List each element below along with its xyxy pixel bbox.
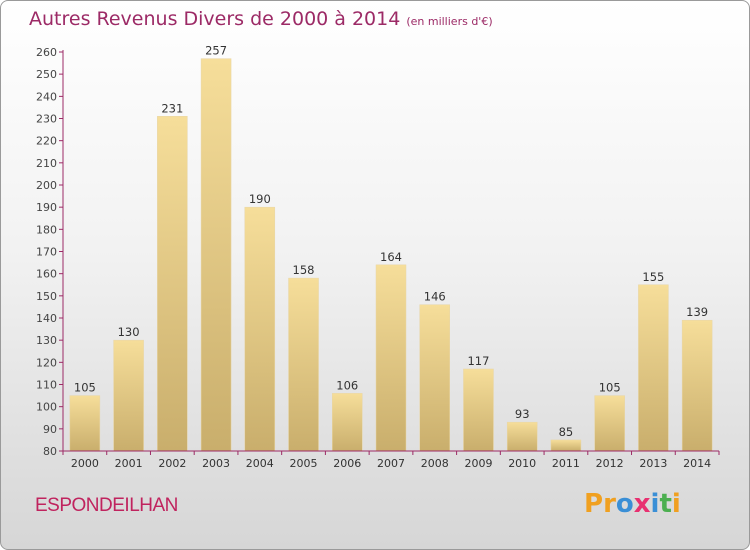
chart-title: Autres Revenus Divers de 2000 à 2014 (en … — [29, 8, 493, 30]
x-tick-label-2013: 2013 — [639, 457, 667, 470]
bars — [69, 58, 713, 452]
bar-2002 — [157, 116, 188, 452]
data-label-2011: 85 — [559, 425, 574, 439]
y-tick-label: 140 — [36, 312, 57, 325]
y-axis: 80 90 100 110 120 130 140 150 160 170 180 190 200 210… — [36, 46, 64, 458]
y-tick-label: 180 — [36, 223, 57, 236]
bar-2013 — [638, 284, 669, 452]
bar-2009 — [463, 368, 494, 452]
y-tick-label: 100 — [36, 401, 57, 414]
data-label-2003: 257 — [205, 44, 227, 58]
bar-2011 — [550, 439, 582, 452]
data-label-2004: 190 — [249, 192, 271, 206]
chart-subtitle: (en milliers d'€) — [406, 15, 493, 28]
x-tick-label-2008: 2008 — [421, 457, 449, 470]
bar-2000 — [69, 395, 101, 452]
logo-letter: x — [633, 489, 651, 519]
logo-letter: i — [671, 489, 681, 519]
data-label-2009: 117 — [467, 354, 489, 368]
y-tick-label: 230 — [36, 113, 57, 126]
data-label-2010: 93 — [515, 407, 530, 421]
x-tick-label-2004: 2004 — [246, 457, 274, 470]
y-tick-label: 240 — [36, 90, 57, 103]
data-label-2000: 105 — [74, 381, 96, 395]
y-tick-label: 190 — [36, 201, 57, 214]
x-tick-label-2009: 2009 — [464, 457, 492, 470]
y-tick-label: 170 — [36, 246, 57, 259]
y-tick-label: 260 — [36, 46, 57, 59]
y-tick-label: 80 — [43, 445, 57, 458]
y-tick-label: 220 — [36, 135, 57, 148]
x-tick-label-2002: 2002 — [158, 457, 186, 470]
data-label-2007: 164 — [380, 250, 402, 264]
y-tick-label: 120 — [36, 356, 57, 369]
x-tick-label-2000: 2000 — [71, 457, 99, 470]
bar-2014 — [681, 319, 713, 452]
logo-letter: i — [650, 489, 660, 519]
place-name: ESPONDEILHAN — [35, 495, 178, 516]
x-tick-label-2011: 2011 — [552, 457, 580, 470]
y-tick-label: 250 — [36, 68, 57, 81]
bar-2010 — [506, 421, 538, 452]
bar-2003 — [200, 58, 232, 452]
x-tick-label-2014: 2014 — [683, 457, 711, 470]
x-tick-label-2003: 2003 — [202, 457, 230, 470]
proxiti-logo[interactable]: Proxiti — [584, 489, 681, 519]
data-label-2001: 130 — [118, 325, 140, 339]
data-label-2008: 146 — [424, 290, 446, 304]
bar-2006 — [332, 393, 363, 452]
bar-2008 — [419, 304, 450, 452]
data-label-2006: 106 — [336, 378, 358, 392]
bar-2012 — [594, 395, 625, 452]
logo-letter: P — [584, 489, 604, 519]
x-tick-label-2006: 2006 — [333, 457, 361, 470]
y-tick-label: 150 — [36, 290, 57, 303]
bar-2007 — [375, 264, 407, 452]
data-label-2002: 231 — [161, 101, 183, 115]
data-label-2013: 155 — [642, 270, 664, 284]
logo-letter: r — [603, 489, 616, 519]
data-labels: 105 130 231 257 190 158 106 164 146 117 93 85 105 155… — [74, 44, 708, 439]
data-label-2005: 158 — [293, 263, 315, 277]
x-tick-label-2007: 2007 — [377, 457, 405, 470]
x-tick-label-2001: 2001 — [115, 457, 143, 470]
y-tick-label: 210 — [36, 157, 57, 170]
data-label-2012: 105 — [599, 381, 621, 395]
logo-letter: o — [615, 489, 634, 519]
bar-2001 — [113, 339, 144, 452]
y-tick-label: 110 — [36, 379, 57, 392]
x-axis: 2000 2001 2002 2003 2004 2005 2006 2007 2008 2009… — [62, 450, 720, 470]
x-tick-label-2005: 2005 — [290, 457, 318, 470]
y-tick-label: 200 — [36, 179, 57, 192]
bar-2005 — [288, 277, 319, 452]
data-label-2014: 139 — [686, 305, 708, 319]
y-tick-label: 160 — [36, 268, 57, 281]
logo-letter: t — [659, 489, 672, 519]
x-tick-label-2010: 2010 — [508, 457, 536, 470]
chart-title-text: Autres Revenus Divers de 2000 à 2014 — [29, 8, 401, 30]
y-tick-label: 130 — [36, 334, 57, 347]
x-tick-label-2012: 2012 — [596, 457, 624, 470]
bar-2004 — [244, 206, 276, 452]
y-tick-label: 90 — [43, 423, 57, 436]
